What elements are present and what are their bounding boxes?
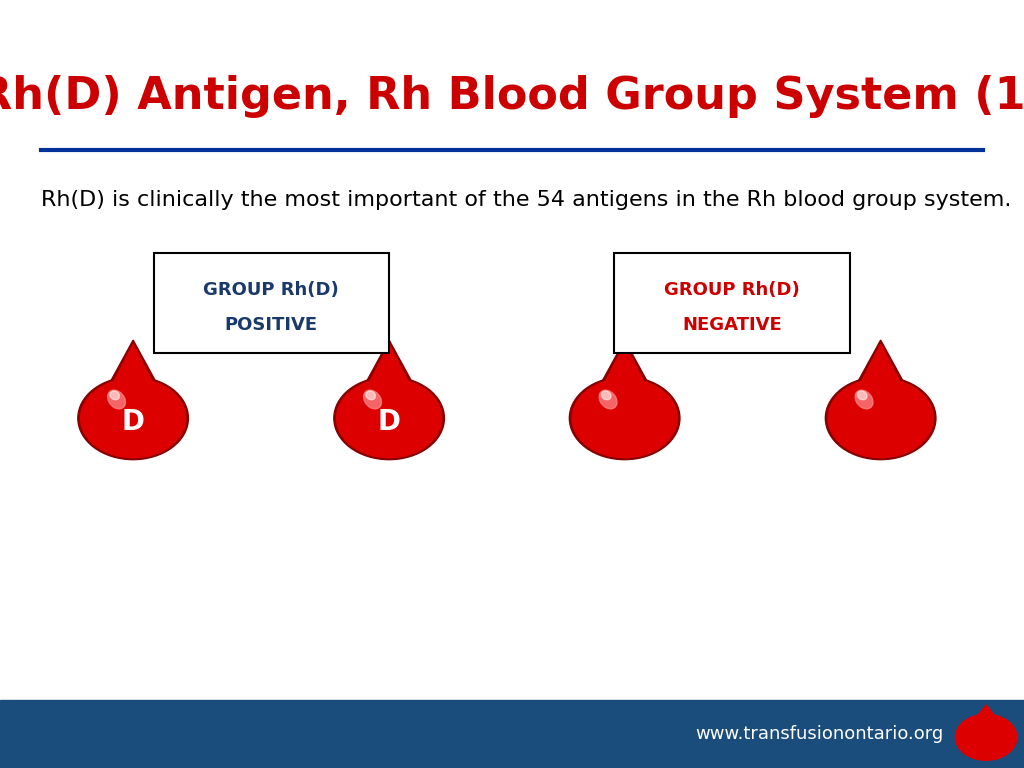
Text: POSITIVE: POSITIVE — [225, 316, 317, 334]
FancyBboxPatch shape — [614, 253, 850, 353]
Text: GROUP Rh(D): GROUP Rh(D) — [665, 280, 800, 299]
Polygon shape — [103, 340, 163, 394]
Polygon shape — [359, 340, 419, 394]
Circle shape — [828, 379, 933, 458]
Text: GROUP Rh(D): GROUP Rh(D) — [204, 280, 339, 299]
Ellipse shape — [371, 446, 408, 455]
Circle shape — [334, 377, 444, 459]
Ellipse shape — [108, 390, 126, 409]
Text: NEGATIVE: NEGATIVE — [682, 316, 782, 334]
Ellipse shape — [599, 390, 617, 409]
Circle shape — [78, 377, 188, 459]
Text: Rh(D) Antigen, Rh Blood Group System (1): Rh(D) Antigen, Rh Blood Group System (1) — [0, 74, 1024, 118]
Ellipse shape — [606, 446, 643, 455]
Circle shape — [569, 377, 680, 459]
Circle shape — [825, 377, 936, 459]
Circle shape — [81, 379, 185, 458]
Ellipse shape — [364, 390, 382, 409]
Ellipse shape — [855, 390, 873, 409]
FancyBboxPatch shape — [154, 253, 389, 353]
Ellipse shape — [862, 446, 899, 455]
Polygon shape — [595, 340, 654, 394]
Ellipse shape — [366, 391, 376, 400]
Text: www.transfusionontario.org: www.transfusionontario.org — [695, 725, 943, 743]
Text: D: D — [378, 408, 400, 435]
Polygon shape — [365, 344, 414, 392]
Ellipse shape — [857, 391, 867, 400]
Text: Rh(D) is clinically the most important of the 54 antigens in the Rh blood group : Rh(D) is clinically the most important o… — [41, 190, 1012, 210]
Text: D: D — [122, 408, 144, 435]
Polygon shape — [851, 340, 910, 394]
Ellipse shape — [110, 391, 120, 400]
Polygon shape — [974, 705, 998, 720]
Bar — [0, 700, 1024, 768]
Circle shape — [572, 379, 677, 458]
Circle shape — [337, 379, 441, 458]
Ellipse shape — [115, 446, 152, 455]
Polygon shape — [600, 344, 649, 392]
Ellipse shape — [601, 391, 611, 400]
Polygon shape — [856, 344, 905, 392]
Polygon shape — [109, 344, 158, 392]
Circle shape — [955, 714, 1017, 760]
